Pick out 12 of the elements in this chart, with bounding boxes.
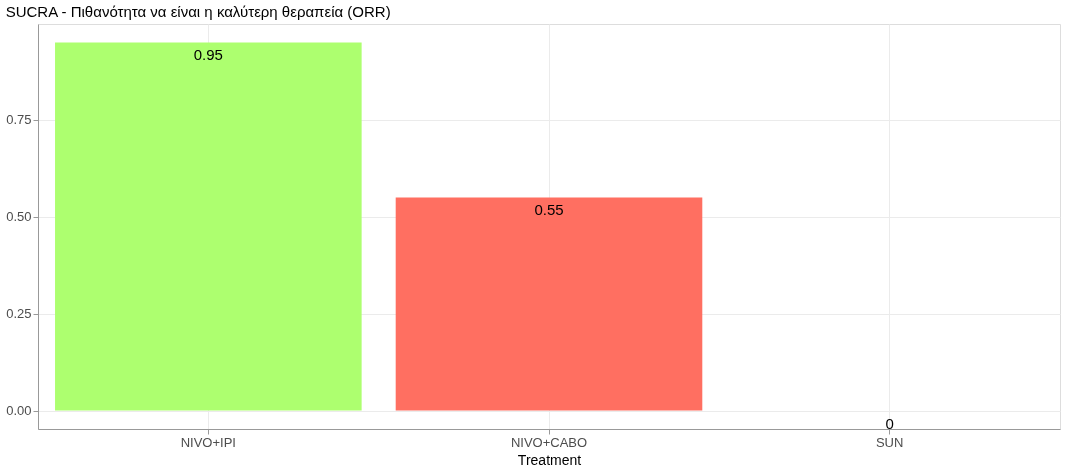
y-tick-label: 0.75 — [6, 112, 32, 128]
data-label: 0.95 — [193, 46, 223, 64]
y-tick-label: 0.25 — [6, 306, 32, 322]
x-tick-label: NIVO+CABO — [510, 434, 588, 450]
y-tick-label: 0.00 — [6, 403, 32, 419]
y-tick-label: 0.50 — [6, 209, 32, 225]
data-label: 0 — [885, 414, 894, 432]
x-tick-label: NIVO+IPI — [180, 434, 236, 450]
chart-title: SUCRA - Πιθανότητα να είναι η καλύτερη θεραπεία (ORR) — [5, 3, 391, 20]
x-axis-title: Treatment — [517, 451, 582, 468]
x-tick-label: SUN — [875, 434, 904, 450]
data-label: 0.55 — [534, 201, 564, 219]
